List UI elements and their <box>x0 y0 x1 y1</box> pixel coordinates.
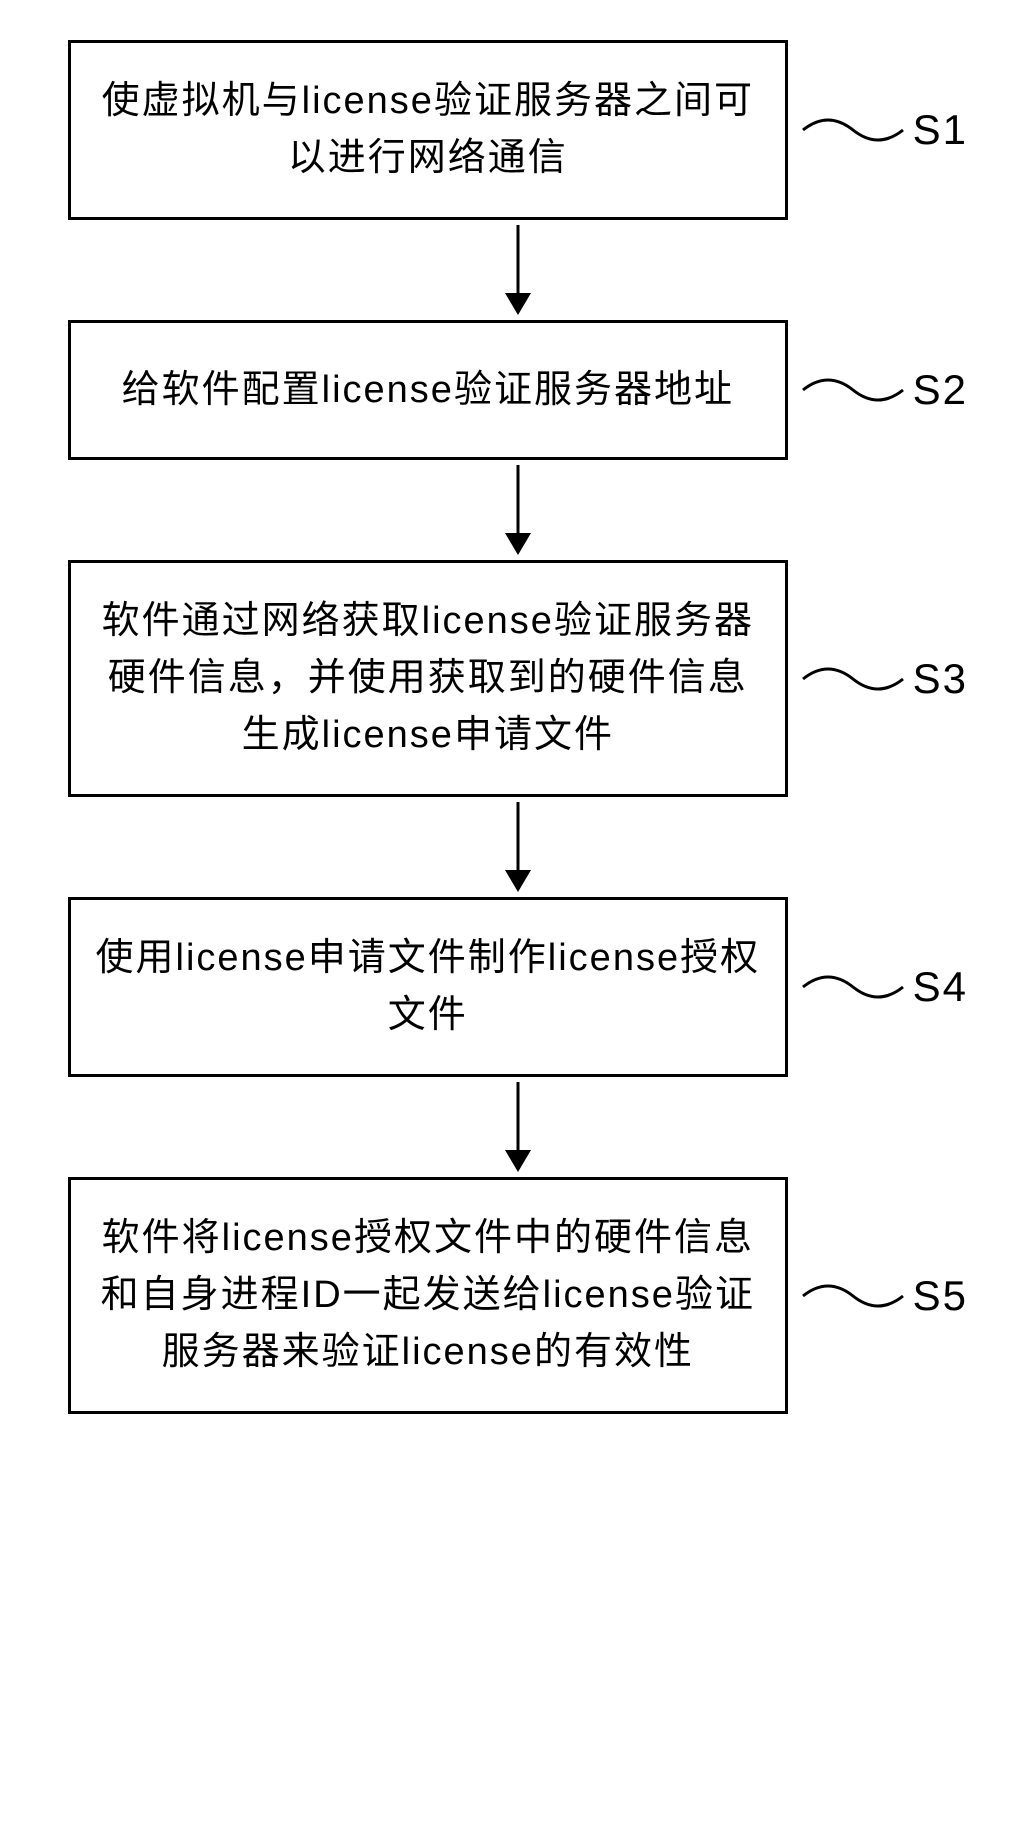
step-text: 给软件配置license验证服务器地址 <box>122 362 734 419</box>
flowchart-container: 使虚拟机与license验证服务器之间可以进行网络通信 S1 给软件配置lice… <box>68 40 968 1414</box>
step-label: S5 <box>913 1272 968 1320</box>
step-box-5: 软件将license授权文件中的硬件信息和自身进程ID一起发送给license验… <box>68 1177 788 1414</box>
step-box-4: 使用license申请文件制作license授权文件 <box>68 897 788 1077</box>
label-group-4: S4 <box>798 962 968 1012</box>
step-label: S1 <box>913 106 968 154</box>
arrow-down-icon <box>493 1082 543 1172</box>
step-label: S3 <box>913 655 968 703</box>
arrow-container <box>158 797 878 897</box>
step-text: 软件通过网络获取license验证服务器硬件信息，并使用获取到的硬件信息生成li… <box>91 593 765 764</box>
wavy-connector-icon <box>798 365 908 415</box>
wavy-connector-icon <box>798 654 908 704</box>
label-group-1: S1 <box>798 105 968 155</box>
label-group-5: S5 <box>798 1271 968 1321</box>
wavy-connector-icon <box>798 1271 908 1321</box>
step-label: S4 <box>913 963 968 1011</box>
step-row-1: 使虚拟机与license验证服务器之间可以进行网络通信 S1 <box>68 40 968 220</box>
step-box-1: 使虚拟机与license验证服务器之间可以进行网络通信 <box>68 40 788 220</box>
step-row-3: 软件通过网络获取license验证服务器硬件信息，并使用获取到的硬件信息生成li… <box>68 560 968 797</box>
arrow-container <box>158 460 878 560</box>
step-text: 使用license申请文件制作license授权文件 <box>91 930 765 1044</box>
arrow-down-icon <box>493 225 543 315</box>
step-row-4: 使用license申请文件制作license授权文件 S4 <box>68 897 968 1077</box>
arrow-down-icon <box>493 802 543 892</box>
step-row-5: 软件将license授权文件中的硬件信息和自身进程ID一起发送给license验… <box>68 1177 968 1414</box>
label-group-2: S2 <box>798 365 968 415</box>
wavy-connector-icon <box>798 105 908 155</box>
wavy-connector-icon <box>798 962 908 1012</box>
arrow-container <box>158 220 878 320</box>
step-row-2: 给软件配置license验证服务器地址 S2 <box>68 320 968 460</box>
step-label: S2 <box>913 366 968 414</box>
arrow-container <box>158 1077 878 1177</box>
arrow-down-icon <box>493 465 543 555</box>
step-text: 使虚拟机与license验证服务器之间可以进行网络通信 <box>91 73 765 187</box>
label-group-3: S3 <box>798 654 968 704</box>
step-box-2: 给软件配置license验证服务器地址 <box>68 320 788 460</box>
step-box-3: 软件通过网络获取license验证服务器硬件信息，并使用获取到的硬件信息生成li… <box>68 560 788 797</box>
step-text: 软件将license授权文件中的硬件信息和自身进程ID一起发送给license验… <box>91 1210 765 1381</box>
